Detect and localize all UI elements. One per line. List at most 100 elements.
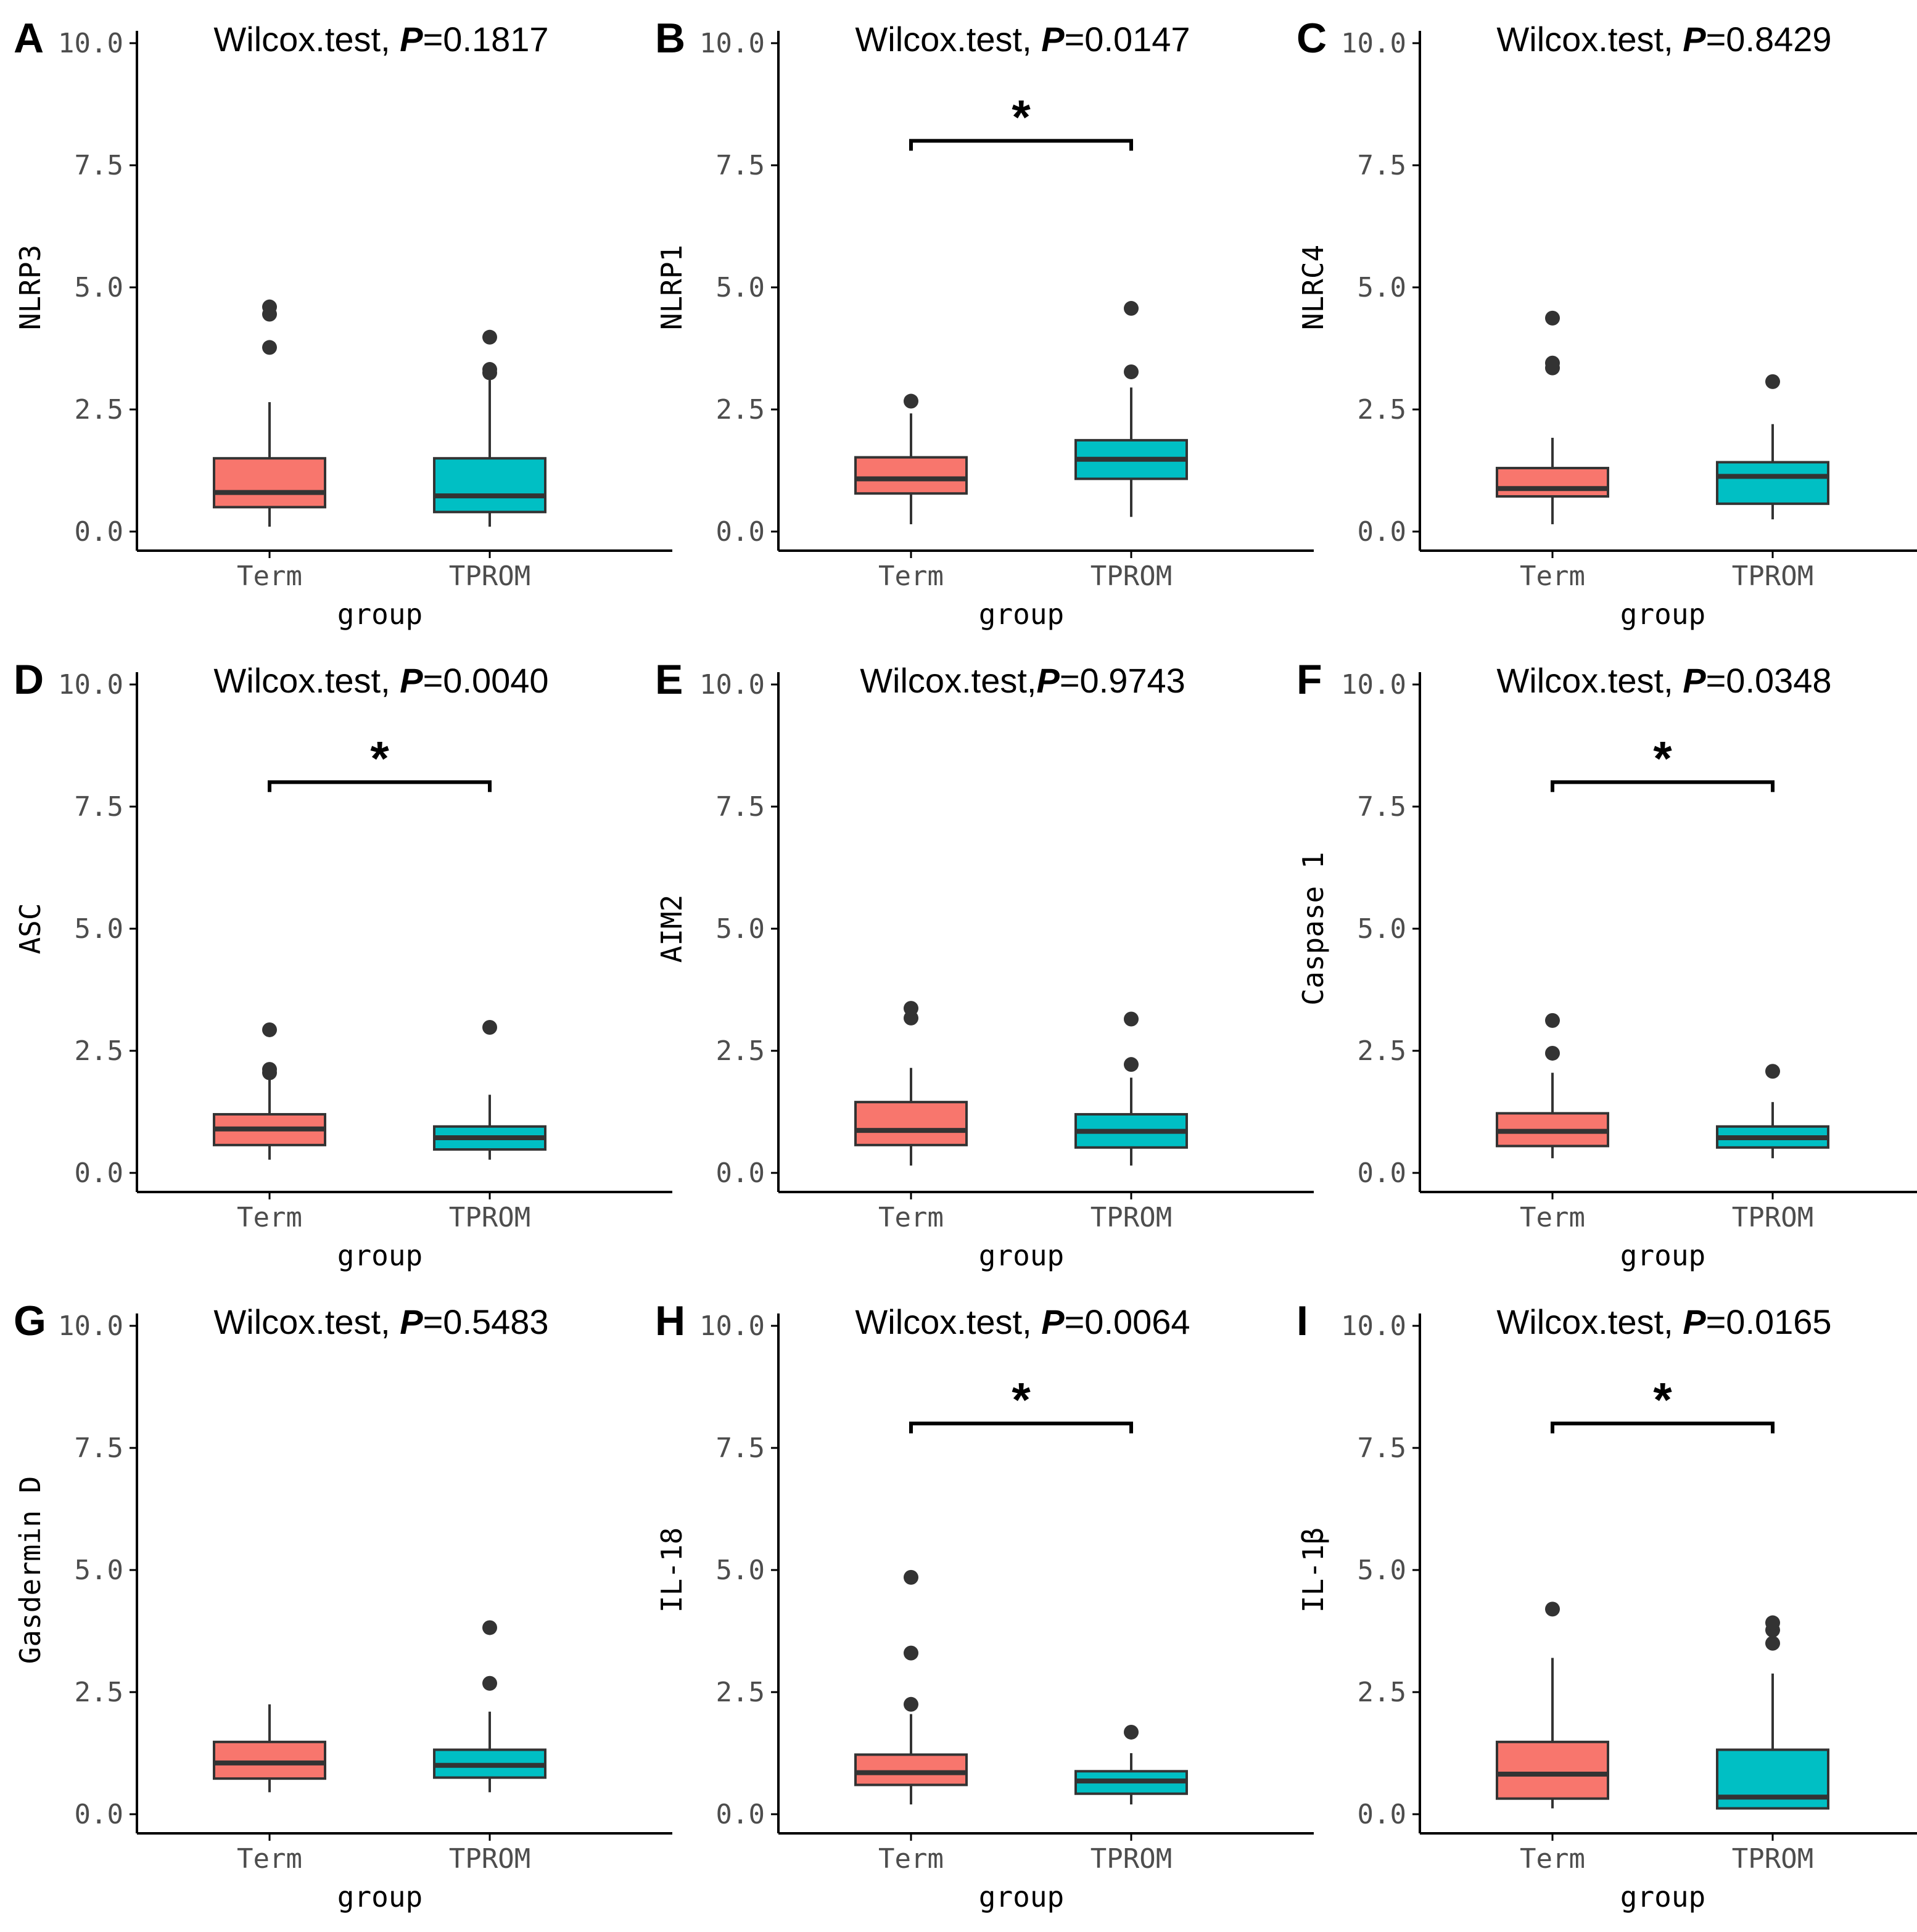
panel-i-xlabel: group xyxy=(1620,1880,1705,1914)
panel-i-box-term xyxy=(1496,1601,1609,1809)
panel-d-xtick-label: Term xyxy=(237,1202,302,1233)
panel-d-outlier-point xyxy=(262,1022,277,1037)
panel-h-significance-star: * xyxy=(1012,1372,1031,1426)
panel-a-title-prefix: Wilcox.test, xyxy=(213,20,400,59)
panel-a: A Wilcox.test, P=0.1817 0.0 2.5 5.0 7.5 10.0 Te… xyxy=(14,15,672,631)
panel-h-xlabel: group xyxy=(979,1880,1064,1914)
panel-c-ytick-label: 5.0 xyxy=(1358,272,1406,303)
panel-h-xtick-label: Term xyxy=(878,1843,944,1875)
panel-d-outlier-point xyxy=(262,1062,277,1077)
panel-g-ytick-label: 5.0 xyxy=(75,1555,123,1586)
panel-i-title: Wilcox.test, P=0.0165 xyxy=(1496,1302,1831,1341)
panel-e-ytick-label: 0.0 xyxy=(716,1157,765,1189)
panel-c-ytick-label: 0.0 xyxy=(1358,516,1406,548)
panel-e-box-tprom xyxy=(1074,1011,1188,1166)
panel-h-ytick-label: 10.0 xyxy=(699,1310,765,1342)
panel-c-ytick-label: 2.5 xyxy=(1358,394,1406,425)
panel-d-outlier-point xyxy=(482,1019,497,1035)
panel-d-box-term xyxy=(213,1022,326,1160)
panel-g-ytick-label: 7.5 xyxy=(75,1433,123,1464)
panel-g-outlier-point xyxy=(482,1620,497,1635)
panel-f-box-term xyxy=(1496,1013,1609,1159)
panel-b-ytick-label: 2.5 xyxy=(716,394,765,425)
panel-b: B Wilcox.test, P=0.0147 0.0 2.5 5.0 7.5 10.0 Te… xyxy=(655,15,1314,631)
panel-c-title: Wilcox.test, P=0.8429 xyxy=(1496,20,1831,59)
panel-c-outlier-point xyxy=(1545,310,1560,326)
panel-c-letter: C xyxy=(1297,15,1327,62)
panel-i-xtick-label: TPROM xyxy=(1732,1843,1813,1875)
panel-a-outlier-point xyxy=(482,329,497,345)
panel-f-title-value: =0.0348 xyxy=(1706,661,1832,700)
panel-f-ytick-label: 0.0 xyxy=(1358,1157,1406,1189)
panel-g-title-prefix: Wilcox.test, xyxy=(213,1302,400,1341)
panel-b-box-term xyxy=(854,393,968,525)
panel-h-letter: H xyxy=(655,1297,685,1344)
panel-i-ytick-label: 2.5 xyxy=(1358,1677,1406,1708)
panel-i-ylabel: IL-1β xyxy=(1297,1527,1330,1613)
panel-f-significance-star: * xyxy=(1653,731,1672,785)
panel-b-outlier-point xyxy=(904,393,918,409)
panel-i-significance-bracket xyxy=(1551,1421,1775,1434)
panel-f-outlier-point xyxy=(1545,1013,1560,1028)
panel-h: H Wilcox.test, P=0.0064 0.0 2.5 5.0 7.5 10.0 Te… xyxy=(655,1297,1314,1914)
panel-h-title-value: =0.0064 xyxy=(1065,1302,1190,1341)
panel-c-ylabel: NLRC4 xyxy=(1297,245,1330,330)
panel-a-title: Wilcox.test, P=0.1817 xyxy=(213,20,548,59)
panel-h-ylabel: IL-18 xyxy=(655,1527,688,1613)
panel-d-ytick-label: 0.0 xyxy=(75,1157,123,1189)
panel-a-box-tprom xyxy=(433,329,546,527)
panel-f-outlier-point xyxy=(1545,1045,1560,1061)
panel-b-title-p: P xyxy=(1041,20,1065,59)
panel-d-ytick-label: 7.5 xyxy=(75,791,123,823)
panel-f-ylabel: Caspase 1 xyxy=(1297,852,1330,1005)
panel-e-xtick-label: Term xyxy=(878,1202,944,1233)
panel-g-title-p: P xyxy=(400,1302,423,1341)
panel-d-significance-bracket xyxy=(268,780,492,792)
panel-d-ytick-label: 2.5 xyxy=(75,1035,123,1067)
panel-g-box-tprom xyxy=(433,1620,546,1793)
panel-b-xtick-label: TPROM xyxy=(1090,561,1172,592)
panel-c-iqr-box xyxy=(1716,461,1829,505)
panel-b-outlier-point xyxy=(1124,364,1139,380)
panel-d-ytick-label: 10.0 xyxy=(58,669,123,701)
panel-e-title: Wilcox.test,P=0.9743 xyxy=(860,661,1185,700)
panel-g-ytick-label: 10.0 xyxy=(58,1310,123,1342)
panel-b-iqr-box xyxy=(854,456,968,495)
panel-f-title-prefix: Wilcox.test, xyxy=(1496,661,1683,700)
panel-i-outlier-point xyxy=(1765,1635,1780,1651)
panel-d-ytick-label: 5.0 xyxy=(75,913,123,945)
panel-a-ytick-label: 2.5 xyxy=(75,394,123,425)
panel-c-xtick-label: Term xyxy=(1520,561,1585,592)
panel-f-box-tprom xyxy=(1716,1064,1829,1159)
panel-h-significance-bracket xyxy=(909,1421,1133,1434)
panel-e-iqr-box xyxy=(854,1101,968,1146)
panel-e-title-value: =0.9743 xyxy=(1060,661,1185,700)
panel-i-outlier-point xyxy=(1765,1615,1780,1630)
panel-c-outlier-point xyxy=(1765,374,1780,389)
panel-c-box-term xyxy=(1496,310,1609,525)
panel-b-ytick-label: 10.0 xyxy=(699,28,765,59)
panel-b-significance-bracket xyxy=(909,139,1133,151)
panel-d-ylabel: ASC xyxy=(14,903,47,954)
panel-b-xtick-label: Term xyxy=(878,561,944,592)
panel-d-letter: D xyxy=(14,656,44,703)
panel-g-ylabel: Gasdermin D xyxy=(14,1476,47,1664)
panel-f-title: Wilcox.test, P=0.0348 xyxy=(1496,661,1831,700)
panel-a-outlier-point xyxy=(482,362,497,377)
panel-g: G Wilcox.test, P=0.5483 0.0 2.5 5.0 7.5 10.0 Te… xyxy=(14,1297,672,1914)
panel-c-xtick-label: TPROM xyxy=(1732,561,1813,592)
panel-a-xtick-label: TPROM xyxy=(449,561,530,592)
panel-d-xtick-label: TPROM xyxy=(449,1202,530,1233)
panel-f-xlabel: group xyxy=(1620,1239,1705,1272)
panel-b-xlabel: group xyxy=(979,598,1064,631)
panel-f-significance-bracket xyxy=(1551,780,1775,792)
panel-g-ytick-label: 0.0 xyxy=(75,1799,123,1830)
panel-a-ytick-label: 0.0 xyxy=(75,516,123,548)
panel-f-ytick-label: 5.0 xyxy=(1358,913,1406,945)
panel-e-title-prefix: Wilcox.test, xyxy=(860,661,1036,700)
panel-h-title: Wilcox.test, P=0.0064 xyxy=(855,1302,1190,1341)
panel-e-outlier-point xyxy=(1124,1057,1139,1072)
panel-d: D Wilcox.test, P=0.0040 0.0 2.5 5.0 7.5 10.0 Te… xyxy=(14,656,672,1272)
panel-a-ylabel: NLRP3 xyxy=(14,245,47,330)
panel-b-title-value: =0.0147 xyxy=(1065,20,1190,59)
